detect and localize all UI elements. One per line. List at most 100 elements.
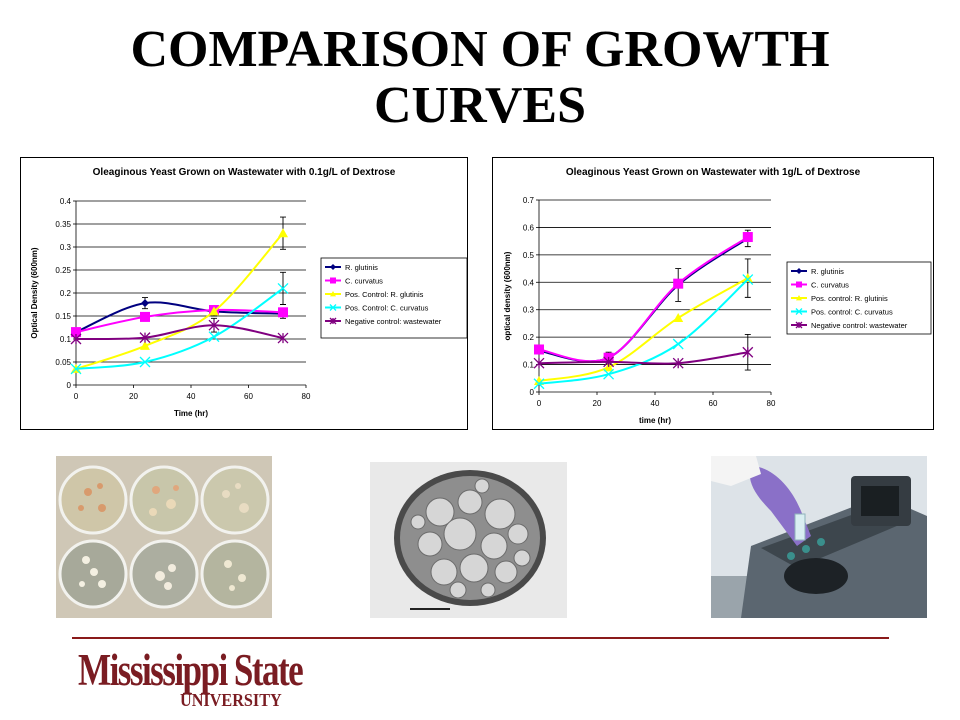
petri-dish xyxy=(129,539,199,609)
divider-line xyxy=(72,637,889,639)
y-tick-label: 0 xyxy=(67,381,72,390)
logo-subtitle: UNIVERSITY xyxy=(180,690,282,710)
data-point xyxy=(672,338,684,350)
data-point xyxy=(141,299,149,308)
petri-dish xyxy=(58,539,128,609)
data-point xyxy=(672,357,684,369)
legend-marker xyxy=(796,268,802,274)
legend-marker xyxy=(796,281,802,288)
series-5 xyxy=(70,317,289,345)
legend-label: C. curvatus xyxy=(811,281,849,290)
legend-marker xyxy=(330,291,336,297)
petri-dish xyxy=(200,465,270,535)
slide-title-line1: COMPARISON OF GROWTH xyxy=(130,21,830,78)
data-point xyxy=(139,332,151,344)
series-line xyxy=(538,277,749,383)
data-point xyxy=(277,282,289,294)
data-point xyxy=(140,311,150,322)
data-point xyxy=(208,331,220,343)
y-tick-label: 0.05 xyxy=(55,358,71,367)
legend-label: Pos. Control: R. glutinis xyxy=(345,290,424,299)
series-line xyxy=(75,287,284,370)
legend-label: Pos. Control: C. curvatus xyxy=(345,304,429,313)
data-point xyxy=(208,319,220,331)
y-tick-label: 0.4 xyxy=(60,197,72,206)
slide-title: COMPARISON OF GROWTH CURVES xyxy=(0,22,960,134)
petri-dish xyxy=(200,539,270,609)
legend: R. glutinis C. curvatus Pos. Control: R. g… xyxy=(320,257,467,339)
x-tick-label: 80 xyxy=(767,399,776,408)
data-point xyxy=(71,327,81,338)
x-axis-label: time (hr) xyxy=(639,416,671,425)
series-line xyxy=(75,301,284,334)
y-tick-label: 0.7 xyxy=(523,196,535,205)
legend-marker xyxy=(330,277,336,284)
legend-marker xyxy=(330,264,336,270)
series-4 xyxy=(70,271,289,375)
x-tick-label: 60 xyxy=(244,392,253,401)
y-tick-label: 0.2 xyxy=(60,289,72,298)
data-point xyxy=(277,332,289,344)
series-line xyxy=(538,351,748,365)
slide-title-line2: CURVES xyxy=(374,77,586,134)
chart-dextrose-1: Oleaginous Yeast Grown on Wastewater wit… xyxy=(492,157,934,430)
y-tick-label: 0.5 xyxy=(523,251,535,260)
data-point xyxy=(603,368,615,380)
y-tick-label: 0.1 xyxy=(523,361,535,370)
legend-label: R. glutinis xyxy=(345,263,378,272)
legend-marker xyxy=(795,308,803,315)
data-point xyxy=(139,356,151,368)
logo-wordmark: Mississippi State xyxy=(78,645,304,695)
y-tick-label: 0.2 xyxy=(523,333,535,342)
x-tick-label: 0 xyxy=(74,392,79,401)
x-tick-label: 40 xyxy=(651,399,660,408)
data-point xyxy=(533,378,545,390)
y-tick-label: 0.3 xyxy=(60,243,72,252)
y-tick-label: 0.35 xyxy=(55,220,71,229)
data-point xyxy=(534,344,544,355)
chart-svg: Oleaginous Yeast Grown on Wastewater wit… xyxy=(30,167,467,418)
y-tick-label: 0.6 xyxy=(523,223,535,232)
series-5 xyxy=(533,333,754,371)
chart-dextrose-0-1: Oleaginous Yeast Grown on Wastewater wit… xyxy=(20,157,468,430)
series-line xyxy=(538,278,749,385)
series-3 xyxy=(71,216,288,373)
spectrophotometer-photo xyxy=(711,456,927,618)
series-line xyxy=(75,324,284,341)
chart-svg: Oleaginous Yeast Grown on Wastewater wit… xyxy=(503,167,932,425)
series-1 xyxy=(535,229,752,363)
x-tick-label: 20 xyxy=(593,399,602,408)
data-point xyxy=(603,356,615,368)
x-tick-label: 20 xyxy=(129,392,138,401)
legend-label: C. curvatus xyxy=(345,277,383,286)
legend-label: R. glutinis xyxy=(811,267,844,276)
petri-dish xyxy=(129,465,199,535)
data-point xyxy=(742,273,753,283)
series-line xyxy=(75,232,284,370)
yeast-cell-micrograph xyxy=(370,462,567,618)
x-tick-label: 0 xyxy=(537,399,542,408)
legend-marker xyxy=(796,295,802,301)
data-point xyxy=(278,307,288,318)
y-tick-label: 0.15 xyxy=(55,312,71,321)
data-point xyxy=(533,357,545,369)
data-point xyxy=(70,363,82,375)
legend-box xyxy=(320,257,467,339)
data-point xyxy=(673,278,684,289)
legend: R. glutinis C. curvatus Pos. control: R. g… xyxy=(786,261,932,335)
y-axis-label: Optical Density (600nm) xyxy=(30,247,39,338)
data-point xyxy=(278,228,288,238)
y-tick-label: 0.1 xyxy=(60,335,72,344)
petri-dishes-photo xyxy=(56,456,272,618)
legend-label: Negative control: wastewater xyxy=(345,317,442,326)
legend-marker xyxy=(795,321,803,329)
data-point xyxy=(673,312,684,322)
university-logo: Mississippi State UNIVERSITY xyxy=(78,646,338,712)
y-tick-label: 0.4 xyxy=(523,278,535,287)
y-tick-label: 0.3 xyxy=(523,306,535,315)
data-point xyxy=(70,333,82,345)
data-point xyxy=(742,346,754,358)
x-axis-label: Time (hr) xyxy=(174,409,208,418)
legend-label: Pos. control: R. glutinis xyxy=(811,294,888,303)
x-tick-label: 40 xyxy=(187,392,196,401)
